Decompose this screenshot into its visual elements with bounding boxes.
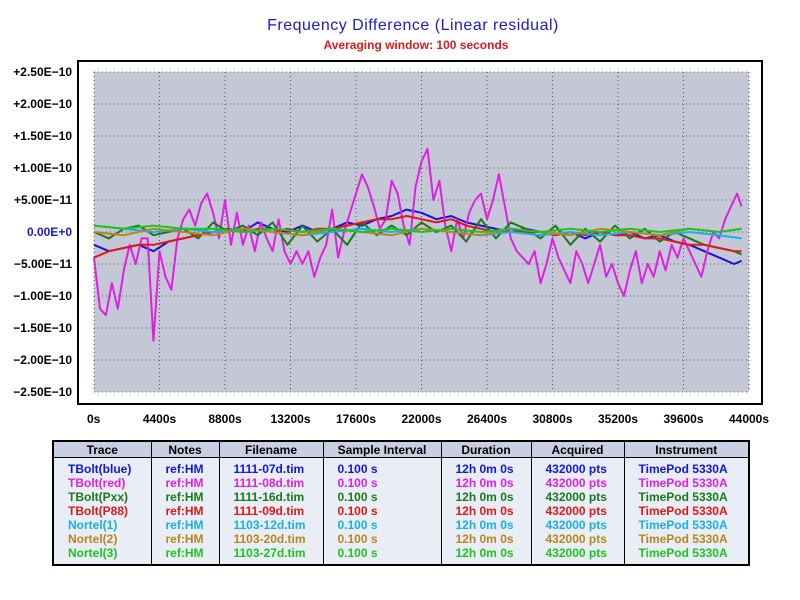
legend-row: TBolt(red) ref:HM 1111-08d.tim 0.100 s 12h 0… bbox=[52, 476, 749, 490]
trace-cell: Nortel(3) bbox=[52, 546, 151, 565]
sample-interval-cell: 0.100 s bbox=[322, 490, 441, 504]
y-tick-label: +1.50E−10 bbox=[13, 129, 72, 143]
legend-header-row: Trace Notes Filename Sample Interval Dur… bbox=[52, 440, 750, 458]
instrument-cell: TimePod 5330A bbox=[623, 546, 749, 565]
sample-interval-cell: 0.100 s bbox=[322, 532, 441, 546]
y-tick-label: +2.00E−10 bbox=[13, 97, 72, 111]
acquired-cell: 432000 pts bbox=[530, 532, 624, 546]
legend-row: Nortel(1) ref:HM 1103-12d.tim 0.100 s 12h 0m… bbox=[52, 518, 749, 532]
x-tick-label: 30800s bbox=[532, 412, 572, 426]
legend-row: Nortel(3) ref:HM 1103-27d.tim 0.100 s 12h 0m… bbox=[52, 546, 749, 565]
acquired-cell: 432000 pts bbox=[530, 504, 624, 518]
series-layer bbox=[93, 147, 743, 342]
trace-cell: Nortel(2) bbox=[52, 532, 151, 546]
acquired-cell: 432000 pts bbox=[530, 546, 624, 565]
x-tick-label: 26400s bbox=[467, 412, 507, 426]
filename-cell: 1111-09d.tim bbox=[218, 504, 323, 518]
x-tick-label: 4400s bbox=[143, 412, 177, 426]
y-tick-label: −2.00E−10 bbox=[13, 353, 72, 367]
instrument-cell: TimePod 5330A bbox=[623, 504, 749, 518]
instrument-cell: TimePod 5330A bbox=[623, 518, 749, 532]
header-sample-interval: Sample Interval bbox=[322, 440, 442, 458]
filename-cell: 1111-08d.tim bbox=[218, 476, 323, 490]
legend-row: TBolt(blue) ref:HM 1111-07d.tim 0.100 s 12h … bbox=[52, 457, 749, 476]
x-tick-label: 39600s bbox=[663, 412, 703, 426]
series-line-nortel-3 bbox=[93, 224, 742, 233]
acquired-cell: 432000 pts bbox=[530, 518, 624, 532]
header-acquired: Acquired bbox=[530, 440, 625, 458]
x-tick-label: 13200s bbox=[270, 412, 310, 426]
series-line-tbolt-pxx bbox=[93, 218, 742, 256]
sample-interval-cell: 0.100 s bbox=[322, 504, 441, 518]
trace-cell: TBolt(P88) bbox=[52, 504, 151, 518]
filename-cell: 1103-12d.tim bbox=[218, 518, 323, 532]
duration-cell: 12h 0m 0s bbox=[440, 504, 531, 518]
legend-row: TBolt(Pxx) ref:HM 1111-16d.tim 0.100 s 12h 0… bbox=[52, 490, 749, 504]
x-tick-label: 22000s bbox=[401, 412, 441, 426]
sample-interval-cell: 0.100 s bbox=[322, 457, 441, 476]
y-tick-label: −1.00E−10 bbox=[13, 289, 72, 303]
duration-cell: 12h 0m 0s bbox=[440, 532, 531, 546]
y-tick-label: −5.00E−11 bbox=[14, 257, 72, 271]
legend-table: Trace Notes Filename Sample Interval Dur… bbox=[52, 440, 750, 566]
notes-cell: ref:HM bbox=[150, 504, 219, 518]
sample-interval-cell: 0.100 s bbox=[322, 518, 441, 532]
notes-cell: ref:HM bbox=[150, 532, 219, 546]
acquired-cell: 432000 pts bbox=[530, 476, 624, 490]
instrument-cell: TimePod 5330A bbox=[623, 532, 749, 546]
x-tick-label: 0s bbox=[87, 412, 101, 426]
series-line-nortel-2 bbox=[93, 227, 742, 237]
filename-cell: 1111-07d.tim bbox=[218, 457, 323, 476]
notes-cell: ref:HM bbox=[150, 518, 219, 532]
y-tick-label: 0.00E+0 bbox=[27, 225, 72, 239]
x-tick-label: 44000s bbox=[729, 412, 769, 426]
chart-subtitle: Averaging window: 100 seconds bbox=[323, 38, 509, 52]
x-tick-label: 35200s bbox=[598, 412, 638, 426]
trace-cell: TBolt(blue) bbox=[52, 457, 151, 476]
acquired-cell: 432000 pts bbox=[530, 490, 624, 504]
header-filename: Filename bbox=[218, 440, 324, 458]
header-duration: Duration bbox=[440, 440, 532, 458]
trace-cell: TBolt(red) bbox=[52, 476, 151, 490]
instrument-cell: TimePod 5330A bbox=[623, 476, 749, 490]
duration-cell: 12h 0m 0s bbox=[440, 457, 531, 476]
y-tick-label: +5.00E−11 bbox=[14, 193, 72, 207]
notes-cell: ref:HM bbox=[150, 490, 219, 504]
sample-interval-cell: 0.100 s bbox=[322, 476, 441, 490]
instrument-cell: TimePod 5330A bbox=[623, 490, 749, 504]
filename-cell: 1103-20d.tim bbox=[218, 532, 323, 546]
notes-cell: ref:HM bbox=[150, 546, 219, 565]
y-axis-labels: +2.50E−10 +2.00E−10 +1.50E−10 +1.00E−10 +5.0… bbox=[13, 65, 72, 399]
duration-cell: 12h 0m 0s bbox=[440, 546, 531, 565]
frequency-difference-chart: +2.50E−10 +2.00E−10 +1.50E−10 +1.00E−10 +5.0… bbox=[13, 60, 769, 426]
acquired-cell: 432000 pts bbox=[530, 457, 624, 476]
legend-row: TBolt(P88) ref:HM 1111-09d.tim 0.100 s 12h 0… bbox=[52, 504, 749, 518]
duration-cell: 12h 0m 0s bbox=[440, 490, 531, 504]
x-axis-labels: 0s 4400s 8800s 13200s 17600s 22000s 26400s 3080… bbox=[87, 412, 769, 426]
series-line-tbolt-red bbox=[93, 147, 743, 342]
legend-row: Nortel(2) ref:HM 1103-20d.tim 0.100 s 12h 0m… bbox=[52, 532, 749, 546]
y-tick-label: +2.50E−10 bbox=[13, 65, 72, 79]
y-tick-label: −2.50E−10 bbox=[13, 385, 72, 399]
header-instrument: Instrument bbox=[623, 440, 750, 458]
sample-interval-cell: 0.100 s bbox=[322, 546, 441, 565]
x-tick-label: 8800s bbox=[208, 412, 242, 426]
notes-cell: ref:HM bbox=[150, 457, 219, 476]
notes-cell: ref:HM bbox=[150, 476, 219, 490]
filename-cell: 1103-27d.tim bbox=[218, 546, 323, 565]
header-trace: Trace bbox=[52, 440, 152, 458]
trace-cell: Nortel(1) bbox=[52, 518, 151, 532]
trace-cell: TBolt(Pxx) bbox=[52, 490, 151, 504]
y-tick-label: +1.00E−10 bbox=[13, 161, 72, 175]
chart-title: Frequency Difference (Linear residual) bbox=[267, 17, 559, 34]
x-tick-label: 17600s bbox=[336, 412, 376, 426]
filename-cell: 1111-16d.tim bbox=[218, 490, 323, 504]
duration-cell: 12h 0m 0s bbox=[440, 476, 531, 490]
header-notes: Notes bbox=[150, 440, 220, 458]
y-tick-label: −1.50E−10 bbox=[13, 321, 72, 335]
instrument-cell: TimePod 5330A bbox=[623, 457, 749, 476]
duration-cell: 12h 0m 0s bbox=[440, 518, 531, 532]
